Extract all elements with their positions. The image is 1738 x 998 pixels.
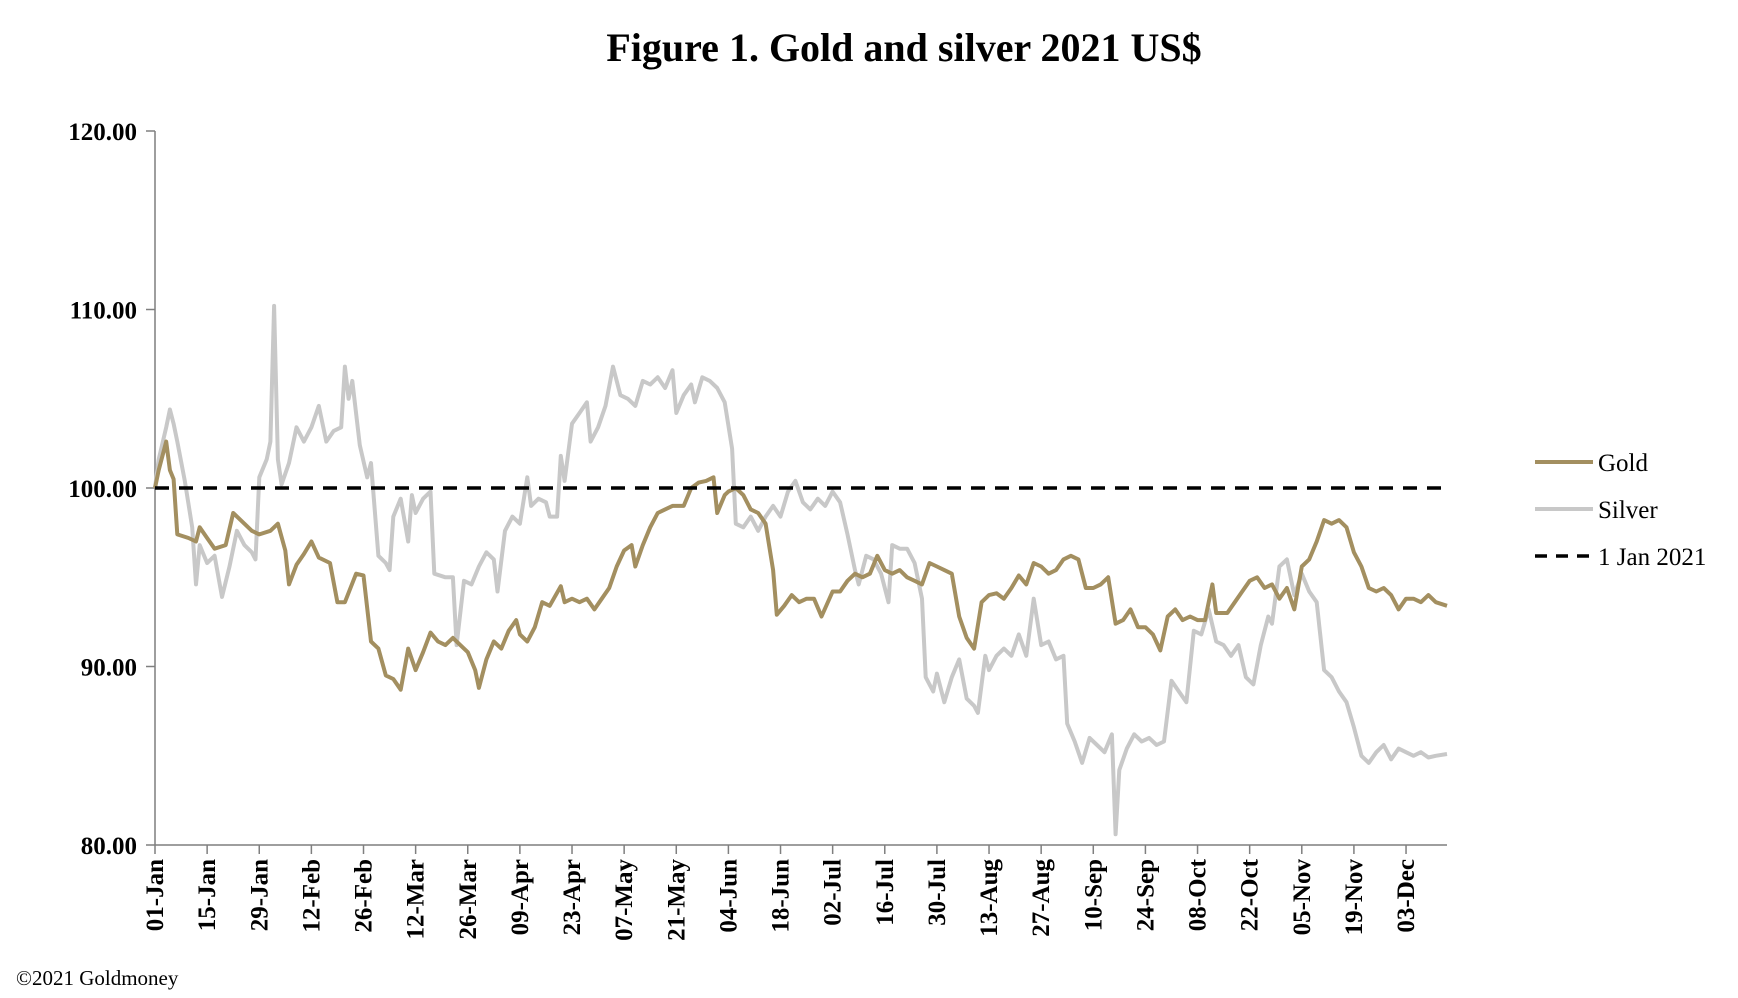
- x-tick-label: 05-Nov: [1289, 859, 1316, 936]
- x-tick-label: 07-May: [611, 859, 638, 941]
- legend-label: 1 Jan 2021: [1598, 544, 1706, 571]
- x-tick-label: 24-Sep: [1132, 859, 1159, 931]
- legend-label: Gold: [1598, 450, 1649, 477]
- x-tick-label: 27-Aug: [1028, 859, 1055, 937]
- x-tick-label: 30-Jul: [924, 859, 951, 926]
- x-tick-label: 19-Nov: [1341, 859, 1368, 936]
- x-tick-label: 22-Oct: [1237, 858, 1264, 931]
- x-tick-label: 26-Feb: [351, 859, 378, 933]
- x-tick-label: 13-Aug: [976, 859, 1003, 937]
- y-tick-label: 100.00: [68, 476, 137, 503]
- series-line-gold: [153, 439, 1448, 692]
- x-tick-label: 08-Oct: [1185, 858, 1212, 931]
- x-tick-label: 12-Feb: [298, 859, 325, 933]
- x-tick-label: 16-Jul: [872, 859, 899, 926]
- legend-label: Silver: [1598, 497, 1658, 524]
- x-tick-label: 26-Mar: [455, 859, 482, 940]
- y-tick-label: 120.00: [68, 119, 137, 146]
- chart-title: Figure 1. Gold and silver 2021 US$: [606, 25, 1201, 70]
- y-tick-label: 110.00: [70, 298, 137, 325]
- x-tick-label: 03-Dec: [1393, 859, 1420, 933]
- x-tick-label: 04-Jun: [715, 859, 742, 933]
- x-tick-label: 21-May: [663, 859, 690, 941]
- legend: Gold Silver 1 Jan 2021: [1535, 450, 1706, 571]
- x-tick-label: 23-Apr: [559, 859, 586, 935]
- x-tick-label: 15-Jan: [194, 859, 221, 931]
- x-tick-label: 10-Sep: [1080, 859, 1107, 931]
- y-tick-label: 90.00: [81, 655, 137, 682]
- axis-layer: 80.00 90.00 100.00 110.00 120.00 01-Jan 15-Jan…: [68, 119, 1447, 941]
- x-tick-label: 29-Jan: [246, 859, 273, 931]
- data-layer: [153, 303, 1448, 837]
- x-tick-label: 01-Jan: [142, 859, 169, 931]
- series-line-silver: [153, 303, 1448, 837]
- x-tick-label: 02-Jul: [820, 859, 847, 926]
- x-tick-label: 18-Jun: [768, 859, 795, 933]
- x-tick-label: 09-Apr: [507, 859, 534, 935]
- y-tick-label: 80.00: [81, 833, 137, 860]
- copyright-notice: ©2021 Goldmoney: [16, 966, 179, 990]
- x-tick-label: 12-Mar: [403, 859, 430, 940]
